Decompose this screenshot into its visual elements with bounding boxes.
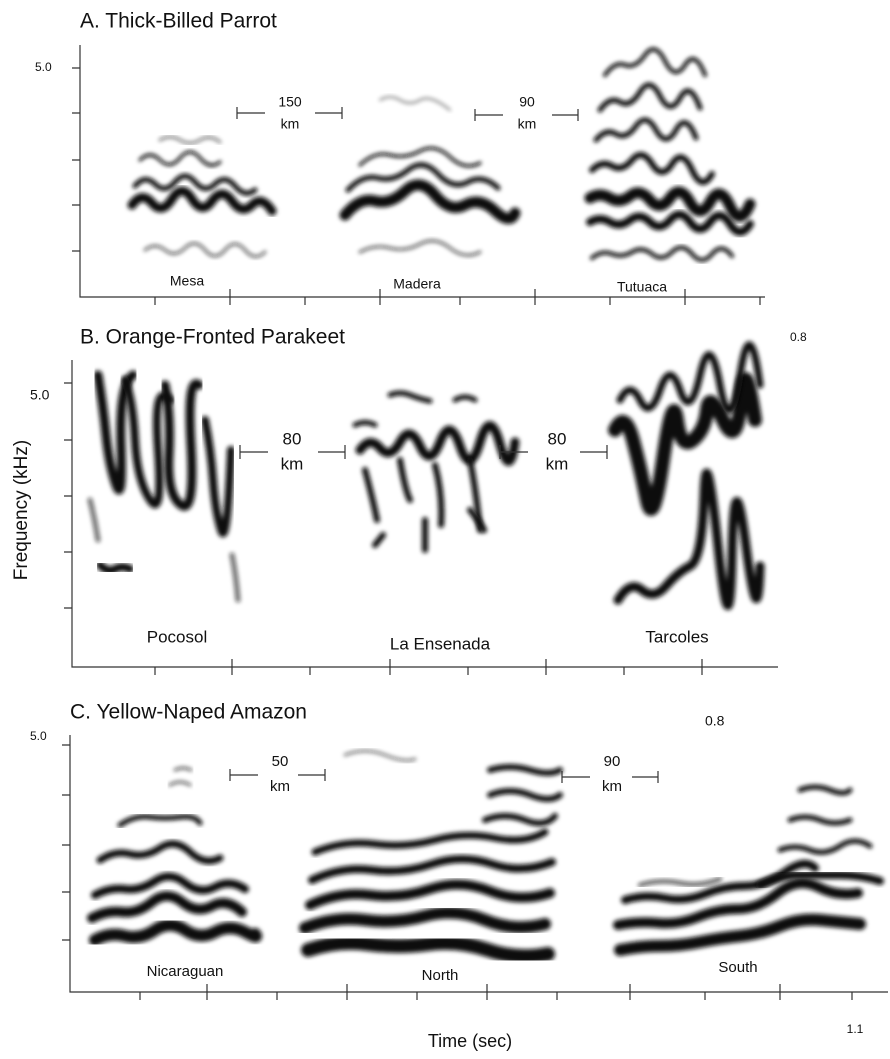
site-label: Tarcoles (645, 627, 708, 646)
x-axis-label: Time (sec) (428, 1031, 512, 1051)
site-label: Mesa (170, 273, 204, 289)
spectrogram (352, 390, 520, 553)
panel-note: 0.8 (790, 330, 807, 344)
distance-marker: 50 km (229, 753, 326, 795)
spectrogram (613, 784, 884, 956)
axes (64, 360, 778, 675)
site-label: La Ensenada (390, 634, 491, 653)
panel-title: A. Thick-Billed Parrot (80, 10, 277, 33)
spectrogram (299, 749, 563, 964)
distance-value: 80 (283, 429, 302, 448)
y-top-label: 5.0 (30, 729, 47, 743)
distance-unit: km (270, 778, 290, 795)
site-label: Pocosol (147, 627, 207, 646)
y-top-label: 5.0 (30, 387, 50, 403)
spectrogram (584, 47, 756, 262)
spectrogram (87, 766, 263, 946)
distance-unit: km (281, 116, 300, 132)
distance-unit: km (281, 454, 304, 473)
y-axis-label: Frequency (kHz) (11, 440, 32, 580)
site-label: North (422, 967, 459, 984)
distance-unit: km (602, 778, 622, 795)
spectrogram (87, 370, 241, 603)
site-label: Madera (393, 276, 441, 292)
spectrogram (339, 96, 521, 257)
distance-marker: 80 km (499, 429, 608, 473)
distance-unit: km (518, 116, 537, 132)
x-end-label: 1.1 (847, 1022, 864, 1036)
panel-title: C. Yellow-Naped Amazon (70, 701, 307, 724)
panel-title: B. Orange-Fronted Parakeet (80, 326, 345, 349)
site-label: South (718, 959, 757, 976)
spectrogram (127, 135, 277, 258)
distance-value: 90 (604, 753, 621, 770)
distance-marker: 80 km (239, 429, 346, 473)
distance-marker: 150 km (236, 94, 343, 132)
distance-value: 150 (278, 94, 302, 110)
distance-marker: 90 km (474, 94, 579, 132)
site-label: Tutuaca (617, 279, 667, 295)
y-top-label: 5.0 (35, 60, 52, 74)
panel-note: 0.8 (705, 713, 725, 729)
distance-value: 90 (519, 94, 535, 110)
distance-marker: 90 km (561, 753, 659, 795)
axes (72, 45, 765, 305)
spectrogram (608, 341, 765, 611)
site-label: Nicaraguan (147, 963, 224, 980)
axes (62, 735, 888, 1000)
distance-value: 50 (272, 753, 289, 770)
distance-value: 80 (548, 429, 567, 448)
distance-unit: km (546, 454, 569, 473)
